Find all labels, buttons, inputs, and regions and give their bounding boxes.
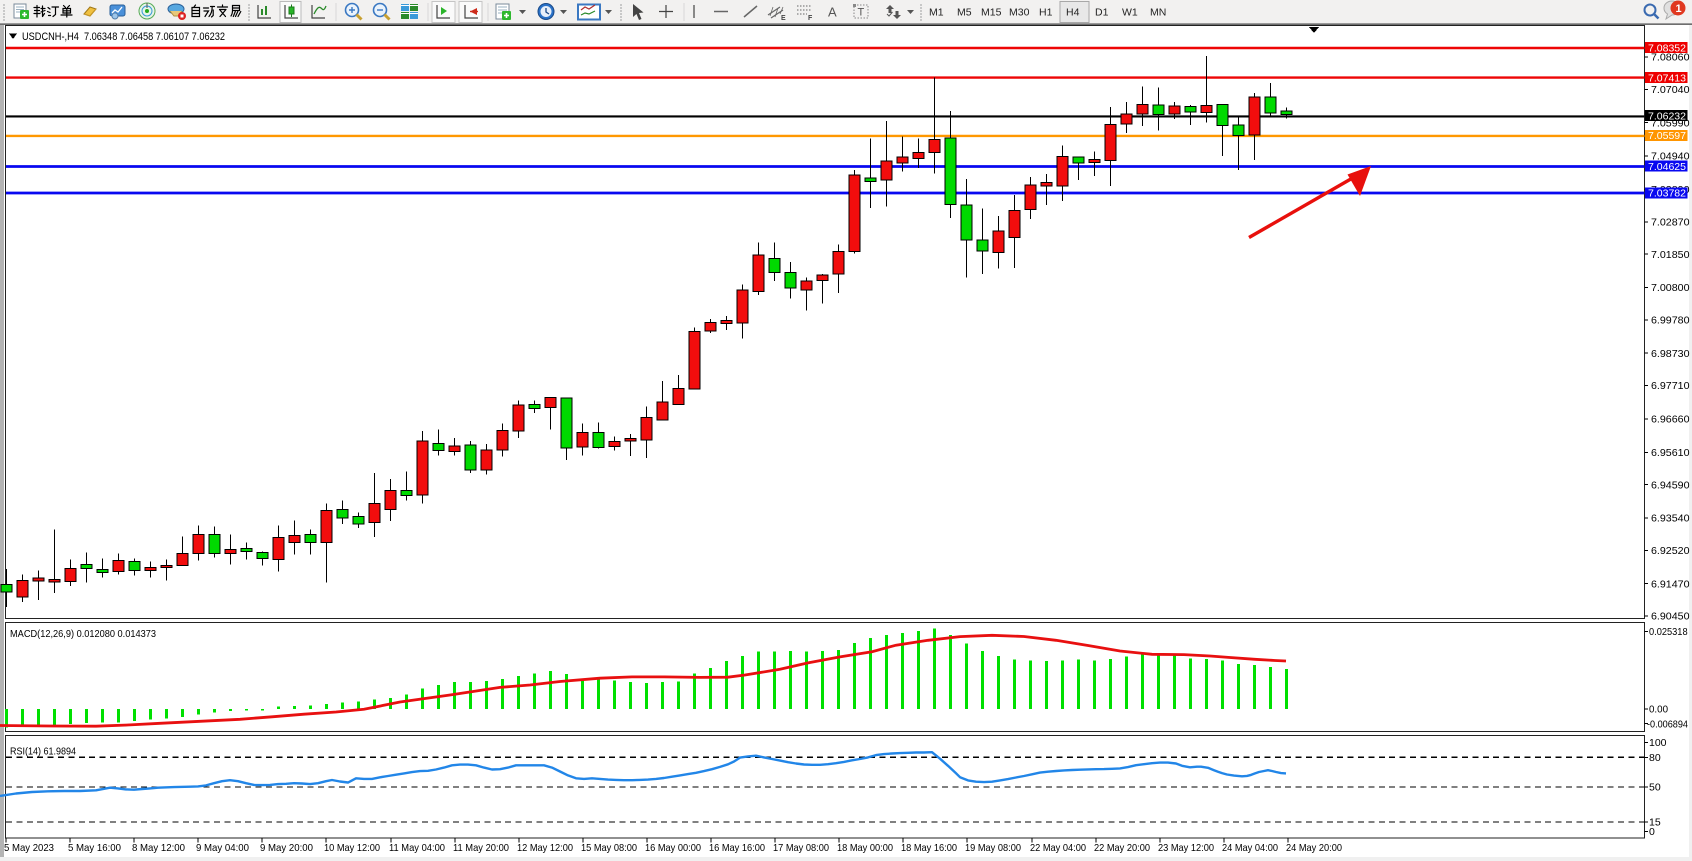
svg-text:7.01850: 7.01850 [1651,250,1690,261]
svg-text:F: F [808,15,813,22]
svg-text:M30: M30 [1009,7,1030,19]
svg-text:16 May 00:00: 16 May 00:00 [645,843,701,854]
svg-text:7.08060: 7.08060 [1651,53,1690,64]
svg-text:7.02870: 7.02870 [1651,217,1690,228]
svg-text:18 May 16:00: 18 May 16:00 [901,843,957,854]
svg-text:MN: MN [1150,7,1166,19]
svg-text:W1: W1 [1122,7,1138,19]
svg-text:6.96660: 6.96660 [1651,415,1690,426]
svg-text:MACD(12,26,9) 0.012080 0.01437: MACD(12,26,9) 0.012080 0.014373 [10,629,156,640]
svg-text:M1: M1 [929,7,944,19]
svg-text:6.90450: 6.90450 [1651,612,1690,623]
svg-text:6.92520: 6.92520 [1651,546,1690,557]
svg-text:0.00: 0.00 [1649,705,1668,716]
svg-text:24 May 04:00: 24 May 04:00 [1222,843,1278,854]
svg-text:6.93540: 6.93540 [1651,514,1690,525]
svg-text:100: 100 [1649,737,1667,749]
svg-text:7.07413: 7.07413 [1648,73,1686,84]
svg-text:-0.006894: -0.006894 [1647,719,1688,730]
svg-text:6.99780: 6.99780 [1651,316,1690,327]
svg-text:M5: M5 [957,7,972,19]
svg-text:E: E [781,15,786,22]
svg-text:7.04625: 7.04625 [1648,162,1686,173]
svg-text:6.94590: 6.94590 [1651,480,1690,491]
svg-text:24 May 20:00: 24 May 20:00 [1286,843,1342,854]
svg-text:15: 15 [1649,817,1661,829]
svg-text:22 May 04:00: 22 May 04:00 [1030,843,1086,854]
svg-text:7.06232: 7.06232 [1648,111,1686,122]
svg-text:T: T [858,7,865,19]
svg-text:11 May 04:00: 11 May 04:00 [389,843,445,854]
svg-text:9 May 04:00: 9 May 04:00 [196,843,249,854]
svg-text:M15: M15 [981,7,1002,19]
svg-text:1: 1 [1676,3,1682,15]
svg-text:USDCNH-,H4 7.06348 7.06458 7.: USDCNH-,H4 7.06348 7.06458 7.06107 7.062… [22,31,225,43]
svg-text:7.00800: 7.00800 [1651,283,1690,294]
svg-text:A: A [828,5,837,20]
svg-text:18 May 00:00: 18 May 00:00 [837,843,893,854]
svg-text:0.025318: 0.025318 [1649,627,1688,638]
svg-text:7.05990: 7.05990 [1651,118,1690,129]
svg-text:8 May 12:00: 8 May 12:00 [132,843,185,854]
svg-text:10 May 12:00: 10 May 12:00 [324,843,380,854]
svg-text:7.05597: 7.05597 [1648,131,1686,142]
svg-text:15 May 08:00: 15 May 08:00 [581,843,637,854]
svg-text:D1: D1 [1095,7,1109,19]
svg-text:23 May 12:00: 23 May 12:00 [1158,843,1214,854]
svg-text:6.97710: 6.97710 [1651,381,1690,392]
svg-text:50: 50 [1649,782,1661,794]
svg-text:6.98730: 6.98730 [1651,349,1690,360]
svg-text:19 May 08:00: 19 May 08:00 [965,843,1021,854]
svg-text:6.95610: 6.95610 [1651,448,1690,459]
svg-text:5 May 16:00: 5 May 16:00 [68,843,121,854]
svg-text:5 May 2023: 5 May 2023 [4,843,54,854]
svg-text:0: 0 [1649,826,1655,838]
svg-text:12 May 12:00: 12 May 12:00 [517,843,573,854]
svg-text:RSI(14) 61.9894: RSI(14) 61.9894 [10,747,76,758]
svg-text:11 May 20:00: 11 May 20:00 [453,843,509,854]
svg-text:H4: H4 [1066,7,1080,19]
svg-text:22 May 20:00: 22 May 20:00 [1094,843,1150,854]
svg-text:7.03782: 7.03782 [1648,189,1686,200]
svg-text:16 May 16:00: 16 May 16:00 [709,843,765,854]
svg-text:7.08352: 7.08352 [1648,43,1686,54]
svg-text:7.07040: 7.07040 [1651,85,1690,96]
svg-text:H1: H1 [1039,7,1053,19]
svg-text:9 May 20:00: 9 May 20:00 [260,843,313,854]
svg-text:17 May 08:00: 17 May 08:00 [773,843,829,854]
svg-text:7.04940: 7.04940 [1651,152,1690,163]
svg-text:6.91470: 6.91470 [1651,579,1690,590]
svg-text:80: 80 [1649,752,1661,764]
